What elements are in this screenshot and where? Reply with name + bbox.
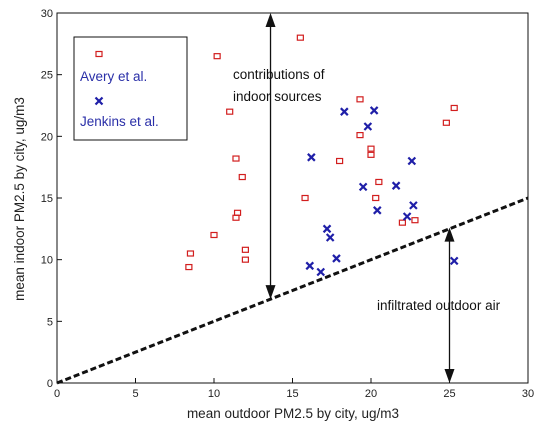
annotation-indoor-line1: contributions of (233, 67, 325, 82)
legend-cross-marker (94, 96, 104, 106)
data-point-avery (367, 151, 375, 158)
x-cross-stroke (94, 96, 104, 106)
data-point-jenkins (391, 181, 401, 190)
data-point-jenkins (307, 153, 316, 162)
reference-line-group (56, 196, 529, 385)
x-cross-stroke (340, 107, 349, 116)
legend-marker-avery (95, 50, 103, 58)
data-point-jenkins (407, 156, 417, 166)
data-point-jenkins (340, 107, 349, 116)
series-avery (185, 34, 458, 271)
x-tick-label: 20 (365, 388, 377, 400)
data-point-avery (367, 145, 375, 152)
data-point-avery (241, 246, 249, 253)
x-cross-stroke (391, 181, 401, 190)
data-point-avery (356, 96, 364, 103)
legend-square-marker (95, 50, 103, 58)
data-point-avery (398, 219, 406, 226)
y-tick-label: 5 (47, 316, 53, 328)
x-tick-label: 15 (286, 388, 298, 400)
annotation-outdoor: infiltrated outdoor air (377, 298, 501, 313)
legend-box (73, 36, 188, 141)
data-point-jenkins (402, 212, 412, 221)
data-points (185, 34, 459, 277)
data-point-jenkins (373, 206, 382, 215)
annotation-arrowhead-up (444, 227, 455, 242)
axes: 0 5 10 15 20 25 30 0 5 10 15 20 25 30 (41, 8, 534, 400)
data-point-avery (232, 155, 240, 162)
series-jenkins (305, 106, 459, 277)
x-cross-stroke (325, 233, 335, 242)
y-tick-label: 25 (41, 70, 53, 82)
y-tick-label: 15 (41, 193, 53, 205)
x-tick-label: 25 (443, 388, 455, 400)
legend: Avery et al. Jenkins et al. (73, 36, 188, 141)
y-tick-label: 0 (47, 378, 53, 390)
data-point-jenkins (363, 122, 373, 131)
x-cross-stroke (409, 201, 418, 210)
data-point-jenkins (449, 256, 459, 266)
x-cross-stroke (322, 224, 332, 234)
x-cross-stroke (407, 156, 417, 166)
x-tick-label: 5 (132, 388, 138, 400)
data-point-jenkins (409, 201, 418, 210)
x-axis-title: mean outdoor PM2.5 by city, ug/m3 (187, 406, 399, 421)
data-point-avery (450, 104, 458, 112)
y-axis-title: mean indoor PM2.5 by city, ug/m3 (12, 97, 27, 301)
data-point-avery (356, 132, 364, 139)
annotation-arrows (265, 13, 455, 383)
data-point-jenkins (316, 267, 326, 277)
x-tick-label: 0 (54, 388, 60, 400)
data-point-jenkins (358, 182, 368, 192)
y-tick-label: 20 (41, 131, 53, 143)
y-tick-label: 30 (41, 8, 53, 20)
y-tick-label: 10 (41, 255, 53, 267)
legend-marker-jenkins (94, 96, 104, 106)
data-point-avery (185, 263, 193, 271)
reference-line (56, 196, 529, 385)
annotation-texts: contributions of indoor sources infiltra… (233, 67, 501, 313)
data-point-avery (375, 178, 383, 186)
x-cross-stroke (369, 106, 379, 115)
data-point-jenkins (325, 233, 335, 242)
data-point-jenkins (332, 254, 341, 263)
data-point-jenkins (369, 106, 379, 115)
annotation-arrowhead-down (265, 285, 276, 300)
data-point-avery (226, 108, 234, 115)
x-cross-stroke (358, 182, 368, 192)
legend-label-avery: Avery et al. (80, 69, 147, 84)
x-cross-stroke (449, 256, 459, 266)
data-point-avery (210, 231, 218, 239)
x-cross-stroke (316, 267, 326, 277)
data-point-avery (232, 214, 240, 221)
annotation-arrowhead-down (444, 369, 455, 383)
x-cross-stroke (307, 153, 316, 162)
data-point-avery (336, 157, 344, 165)
data-point-jenkins (305, 261, 315, 271)
data-point-avery (238, 173, 246, 181)
x-cross-stroke (373, 206, 382, 215)
data-point-avery (186, 250, 195, 257)
data-point-avery (241, 256, 249, 263)
annotation-arrowhead-up (265, 13, 276, 27)
data-point-avery (296, 34, 304, 41)
annotation-indoor-line2: indoor sources (233, 89, 322, 104)
data-point-jenkins (322, 224, 332, 234)
data-point-avery (233, 209, 242, 216)
x-cross-stroke (305, 261, 315, 271)
data-point-avery (213, 53, 221, 60)
legend-label-jenkins: Jenkins et al. (80, 114, 159, 129)
data-point-avery (372, 194, 380, 202)
x-tick-label: 30 (522, 388, 534, 400)
data-point-avery (442, 119, 450, 126)
x-cross-stroke (363, 122, 373, 131)
x-cross-stroke (332, 254, 341, 263)
data-point-avery (411, 217, 419, 224)
x-tick-label: 10 (208, 388, 220, 400)
x-cross-stroke (402, 212, 412, 221)
data-point-avery (301, 194, 309, 202)
